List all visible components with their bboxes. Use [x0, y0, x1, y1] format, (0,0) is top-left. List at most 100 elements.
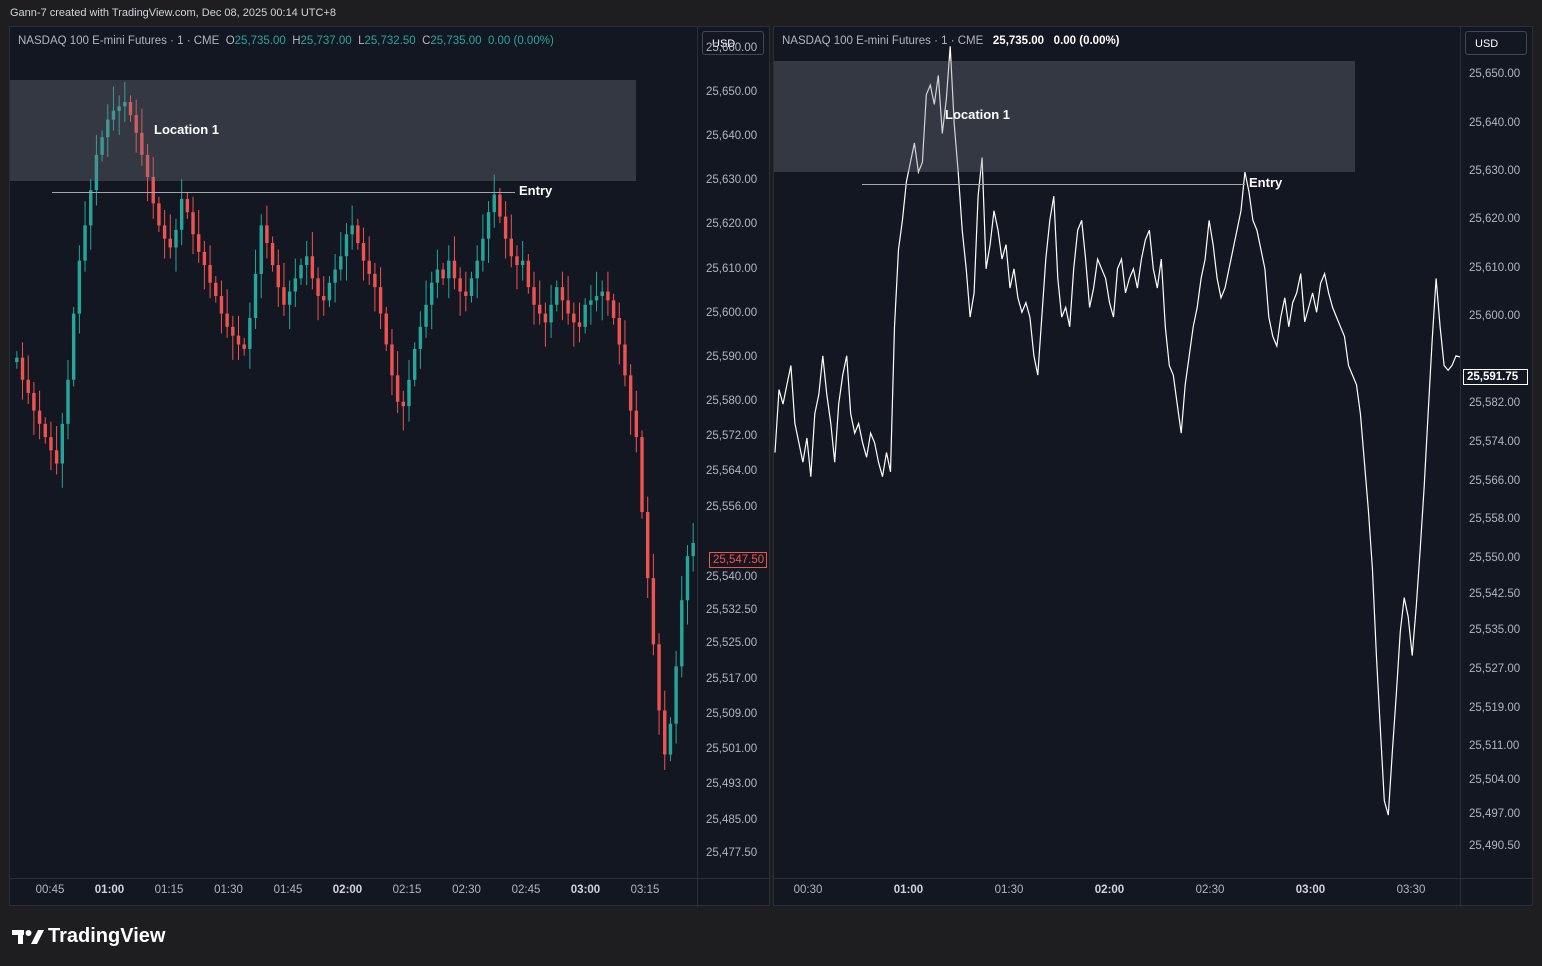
candle-body	[140, 132, 144, 155]
candle-body	[202, 251, 207, 266]
candle-body	[225, 313, 229, 327]
candle-body	[543, 313, 548, 323]
currency-selector[interactable]: USD	[702, 31, 764, 55]
symbol-name: NASDAQ 100 E-mini Futures · 1 · CME	[782, 35, 984, 47]
candle-body	[680, 600, 684, 667]
candle-body	[259, 225, 263, 274]
time-tick-label: 01:00	[893, 884, 924, 896]
candle-body	[657, 644, 661, 711]
open-label: O	[225, 35, 235, 47]
candle-body	[503, 216, 508, 239]
candle-body	[458, 278, 462, 292]
left-chart-panel[interactable]: Location 1 Entry NASDAQ 100 E-mini Futur…	[9, 26, 771, 907]
price-tick-label: 25,640.00	[1469, 116, 1521, 129]
price-tick-label: 25,540.00	[706, 571, 758, 584]
currency-selector[interactable]: USD	[1465, 31, 1527, 55]
candle-body	[492, 194, 496, 213]
price-tick-label: 25,620.00	[706, 218, 758, 231]
candle-body	[145, 154, 150, 177]
candle-body	[600, 291, 604, 296]
candle-body	[128, 101, 133, 116]
candle-body	[111, 110, 116, 120]
price-tick-label: 25,542.50	[1469, 588, 1521, 601]
candle-body	[66, 379, 70, 424]
entry-line	[862, 184, 1245, 186]
candle-body	[361, 243, 366, 261]
candle-body	[350, 225, 354, 235]
symbol-legend: NASDAQ 100 E-mini Futures · 1 · CME O25,…	[18, 35, 554, 47]
candle-body	[123, 101, 127, 107]
candle-body	[248, 318, 252, 349]
time-tick-label: 01:45	[273, 884, 303, 896]
price-tick-label: 25,550.00	[1469, 551, 1521, 564]
candle-body	[236, 335, 241, 345]
right-line-plot[interactable]	[774, 27, 1534, 907]
high-label: H	[292, 35, 301, 47]
candle-body	[515, 256, 519, 266]
price-tick-label: 25,501.00	[706, 743, 758, 756]
candle-body	[407, 379, 411, 407]
candle-body	[157, 203, 161, 226]
candle-body	[628, 375, 633, 411]
location-zone	[774, 60, 1355, 173]
price-axis-divider	[1460, 27, 1461, 907]
candle-body	[583, 304, 587, 327]
candle-body	[32, 392, 36, 411]
candle-body	[134, 115, 138, 133]
candle-body	[412, 348, 417, 380]
candle-body	[418, 326, 423, 349]
time-tick-label: 00:45	[35, 884, 65, 896]
change-value: 0.00 (0.00%)	[487, 35, 554, 47]
candle-body	[179, 198, 184, 230]
candle-body	[197, 234, 201, 252]
candle-body	[589, 300, 593, 305]
price-axis-divider	[697, 27, 698, 907]
candle-body	[162, 225, 167, 239]
candle-body	[100, 137, 104, 155]
price-tick-label: 25,640.00	[706, 130, 758, 143]
candle-body	[168, 238, 172, 248]
candle-body	[549, 304, 553, 323]
tradingview-logo[interactable]: TradingView	[12, 925, 165, 948]
candle-body	[538, 304, 542, 314]
candle-body	[634, 410, 639, 438]
price-tick-label: 25,477.50	[706, 846, 758, 859]
left-candlestick-plot[interactable]	[10, 27, 771, 907]
time-tick-label: 02:15	[392, 884, 422, 896]
last-price-tag: 25,591.75	[1463, 369, 1528, 385]
location-zone-label: Location 1	[154, 121, 220, 137]
price-tick-label: 25,574.00	[1469, 435, 1521, 448]
candle-body	[270, 243, 275, 266]
right-chart-panel[interactable]: Location 1 Entry NASDAQ 100 E-mini Futur…	[773, 26, 1534, 907]
candle-body	[344, 234, 349, 257]
candle-body	[276, 265, 280, 288]
candle-body	[77, 260, 82, 314]
candle-body	[49, 437, 53, 451]
candle-body	[577, 322, 582, 327]
price-tick-label: 25,525.00	[706, 637, 758, 650]
price-tick-label: 25,620.00	[1469, 213, 1521, 226]
candle-body	[447, 260, 451, 279]
candle-body	[464, 291, 468, 296]
brand-name: TradingView	[48, 925, 166, 947]
candle-body	[555, 287, 559, 305]
candle-body	[486, 212, 491, 239]
candle-body	[265, 225, 269, 244]
candle-body	[435, 269, 440, 283]
candle-body	[174, 229, 178, 248]
open-value: 25,735.00	[234, 35, 286, 47]
price-value: 25,735.00	[992, 35, 1045, 47]
candle-body	[287, 291, 292, 305]
candle-body	[356, 225, 360, 244]
candle-body	[469, 278, 474, 296]
price-tick-label: 25,504.00	[1469, 774, 1521, 787]
candle-body	[15, 357, 19, 363]
candle-body	[316, 278, 320, 296]
price-tick-label: 25,485.00	[706, 813, 758, 826]
price-tick-label: 25,564.00	[706, 465, 758, 478]
symbol-legend: NASDAQ 100 E-mini Futures · 1 · CME 25,7…	[782, 35, 1120, 47]
price-line-series	[774, 46, 1461, 816]
time-tick-label: 02:00	[332, 884, 363, 896]
time-tick-label: 00:30	[793, 884, 823, 896]
candle-body	[481, 238, 485, 261]
